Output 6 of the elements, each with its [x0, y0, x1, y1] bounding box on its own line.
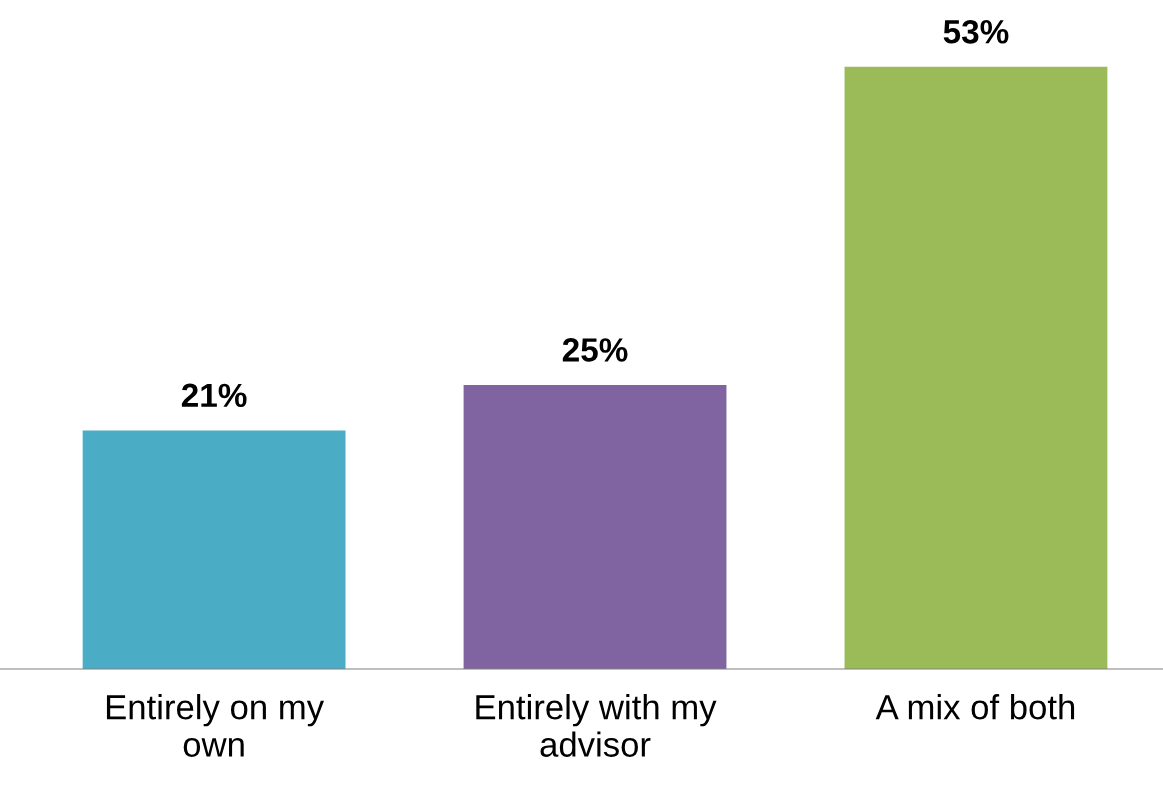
data-label: 21% [181, 383, 247, 408]
data-label: 53% [943, 19, 1009, 44]
x-tick-label: Entirely with my advisor [476, 694, 717, 757]
x-tick-label: Entirely on my own [106, 694, 325, 757]
x-tick-label: A mix of both [875, 694, 1075, 720]
data-label: 25% [562, 338, 628, 362]
